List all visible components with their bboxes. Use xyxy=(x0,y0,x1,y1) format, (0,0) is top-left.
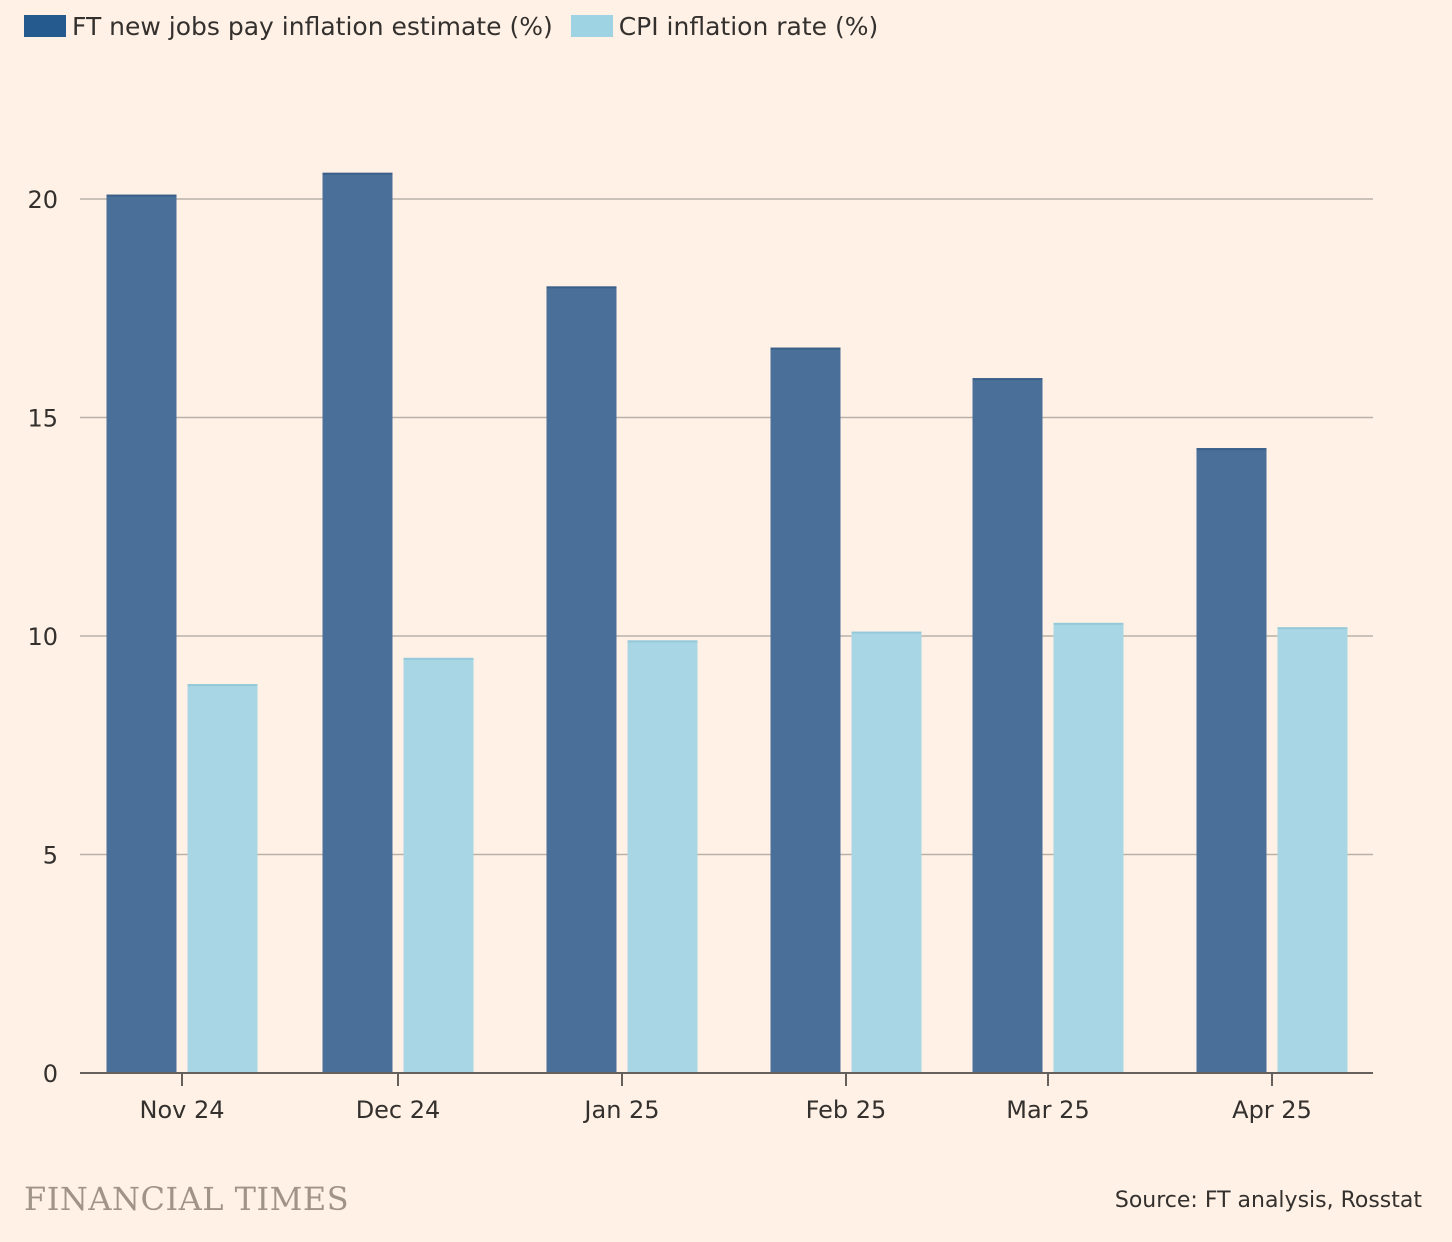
bar-ft-estimate-apr-25 xyxy=(1196,448,1267,1074)
bar-cpi-apr-25 xyxy=(1277,627,1348,1073)
x-tick-label: Mar 25 xyxy=(1006,1096,1089,1124)
legend-swatch-ft-estimate xyxy=(24,15,66,37)
bar-ft-estimate-dec-24 xyxy=(322,172,393,1073)
x-tick-label: Dec 24 xyxy=(356,1096,441,1124)
x-tick-label: Jan 25 xyxy=(582,1096,659,1124)
x-tick-label: Nov 24 xyxy=(139,1096,224,1124)
bar-cpi-feb-25 xyxy=(851,631,922,1073)
bar-cpi-mar-25 xyxy=(1053,622,1124,1073)
bars xyxy=(106,172,1348,1074)
x-tick-label: Apr 25 xyxy=(1232,1096,1312,1124)
y-axis-ticks: 0 5 10 15 20 xyxy=(27,186,58,1088)
y-tick-label: 20 xyxy=(27,186,58,214)
x-axis: Nov 24 Dec 24 Jan 25 Feb 25 Mar 25 Apr 25 xyxy=(80,1072,1373,1124)
legend-item-ft-estimate: FT new jobs pay inflation estimate (%) xyxy=(24,12,553,41)
bar-cpi-nov-24 xyxy=(187,684,258,1073)
source-note: Source: FT analysis, Rosstat xyxy=(1114,1188,1422,1213)
bar-ft-estimate-mar-25 xyxy=(972,378,1043,1073)
legend-label-ft-estimate: FT new jobs pay inflation estimate (%) xyxy=(72,11,553,41)
chart-legend: FT new jobs pay inflation estimate (%) C… xyxy=(24,8,896,44)
bar-ft-estimate-feb-25 xyxy=(770,347,841,1074)
gridlines xyxy=(80,198,1373,856)
legend-label-cpi: CPI inflation rate (%) xyxy=(618,11,879,41)
y-tick-label: 10 xyxy=(27,623,58,651)
bar-cpi-dec-24 xyxy=(403,657,474,1073)
bar-ft-estimate-nov-24 xyxy=(106,194,177,1073)
bar-ft-estimate-jan-25 xyxy=(546,286,617,1073)
y-tick-label: 5 xyxy=(43,842,58,870)
x-tick-label: Feb 25 xyxy=(806,1096,887,1124)
legend-item-cpi: CPI inflation rate (%) xyxy=(570,11,879,41)
bar-cpi-jan-25 xyxy=(627,640,698,1073)
ft-logo: FINANCIAL TIMES xyxy=(24,1180,350,1218)
legend-swatch-cpi xyxy=(570,15,613,37)
y-tick-label: 15 xyxy=(27,405,58,433)
y-tick-label: 0 xyxy=(43,1060,58,1088)
